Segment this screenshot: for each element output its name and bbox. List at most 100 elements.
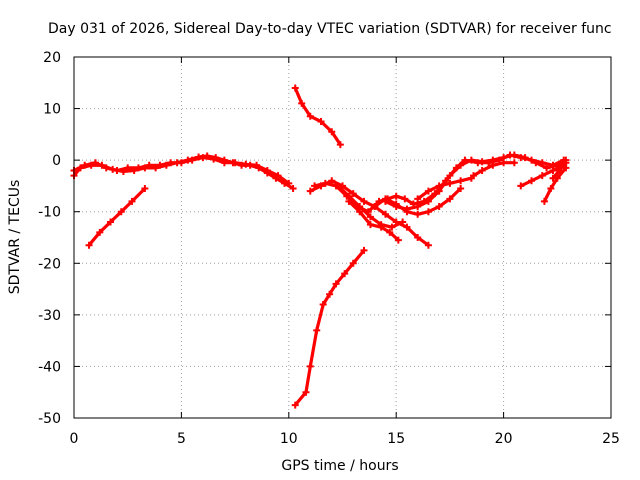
data-point xyxy=(394,236,402,244)
y-axis-label: SDTVAR / TECUs xyxy=(7,180,23,295)
data-point xyxy=(547,185,555,193)
data-point xyxy=(91,159,99,167)
data-point xyxy=(85,241,93,249)
data-point xyxy=(317,117,325,125)
data-point xyxy=(285,179,293,187)
data-point xyxy=(107,218,115,226)
data-point xyxy=(356,208,364,216)
data-point xyxy=(291,84,299,92)
y-tick-label: -40 xyxy=(38,359,61,375)
data-point xyxy=(128,197,136,205)
data-point xyxy=(381,210,389,218)
data-point xyxy=(424,241,432,249)
data-point xyxy=(528,177,536,185)
data-point xyxy=(336,141,344,149)
data-point xyxy=(188,156,196,164)
data-point xyxy=(543,164,551,172)
data-point xyxy=(328,128,336,136)
plot-area xyxy=(70,84,570,409)
data-point xyxy=(414,203,422,211)
data-point xyxy=(341,270,349,278)
data-point xyxy=(306,112,314,120)
y-tick-label: -10 xyxy=(38,205,61,221)
data-point xyxy=(319,301,327,309)
chart-title: Day 031 of 2026, Sidereal Day-to-day VTE… xyxy=(48,21,612,37)
data-point xyxy=(381,197,389,205)
data-point xyxy=(274,172,282,180)
data-point xyxy=(446,172,454,180)
data-point xyxy=(446,195,454,203)
data-point xyxy=(332,280,340,288)
grid xyxy=(74,57,611,418)
series-arc-15 xyxy=(542,166,568,203)
x-tick-label: 0 xyxy=(70,431,79,447)
x-tick-label: 5 xyxy=(177,431,186,447)
data-point xyxy=(134,164,142,172)
data-point xyxy=(199,154,207,162)
data-point xyxy=(253,161,261,169)
data-point xyxy=(538,172,546,180)
y-tick-label: -30 xyxy=(38,308,61,324)
data-point xyxy=(360,197,368,205)
data-point xyxy=(549,166,557,174)
data-point xyxy=(177,159,185,167)
series-arc-9 xyxy=(347,199,400,242)
data-point xyxy=(311,182,319,190)
data-point xyxy=(403,223,411,231)
data-point xyxy=(242,160,250,168)
data-point xyxy=(81,161,89,169)
data-point xyxy=(478,158,486,166)
data-point xyxy=(289,185,297,193)
data-point xyxy=(478,166,486,174)
data-point xyxy=(470,172,478,180)
data-point xyxy=(401,195,409,203)
data-point xyxy=(124,164,132,172)
data-point xyxy=(500,159,508,167)
y-tick-labels: 20 10 0 -10 -20 -30 -40 -50 xyxy=(38,50,61,427)
data-point xyxy=(388,223,396,231)
y-tick-label: 0 xyxy=(52,153,61,169)
data-point xyxy=(145,161,153,169)
series-arc-5 xyxy=(293,248,366,407)
data-point xyxy=(360,246,368,254)
data-point xyxy=(306,187,314,195)
data-point xyxy=(392,192,400,200)
data-point xyxy=(113,166,121,174)
data-point xyxy=(306,362,314,370)
data-point xyxy=(141,185,149,193)
data-point xyxy=(521,154,529,162)
data-point xyxy=(489,161,497,169)
series-arc-3 xyxy=(87,186,147,247)
data-point xyxy=(540,197,548,205)
data-point xyxy=(392,203,400,211)
x-tick-label: 20 xyxy=(495,431,513,447)
data-point xyxy=(555,166,563,174)
data-point xyxy=(532,159,540,167)
data-point xyxy=(414,210,422,218)
data-point xyxy=(326,290,334,298)
data-point xyxy=(386,228,394,236)
data-point xyxy=(562,156,570,164)
data-point xyxy=(457,185,465,193)
data-point xyxy=(156,161,164,169)
data-point xyxy=(298,99,306,107)
data-point xyxy=(334,182,342,190)
data-point xyxy=(549,174,557,182)
data-point xyxy=(231,159,239,167)
data-point xyxy=(424,187,432,195)
series-arc-4 xyxy=(293,86,342,147)
y-tick-label: -50 xyxy=(38,411,61,427)
data-point xyxy=(167,159,175,167)
x-tick-label: 15 xyxy=(387,431,405,447)
plot-frame xyxy=(73,56,612,419)
axis-ticks xyxy=(73,56,612,419)
data-point xyxy=(467,156,475,164)
x-tick-labels: 0 5 10 15 20 25 xyxy=(70,431,620,447)
data-point xyxy=(435,182,443,190)
data-point xyxy=(414,195,422,203)
data-point xyxy=(321,179,329,187)
data-point xyxy=(424,208,432,216)
data-point xyxy=(349,190,357,198)
data-point xyxy=(349,259,357,267)
